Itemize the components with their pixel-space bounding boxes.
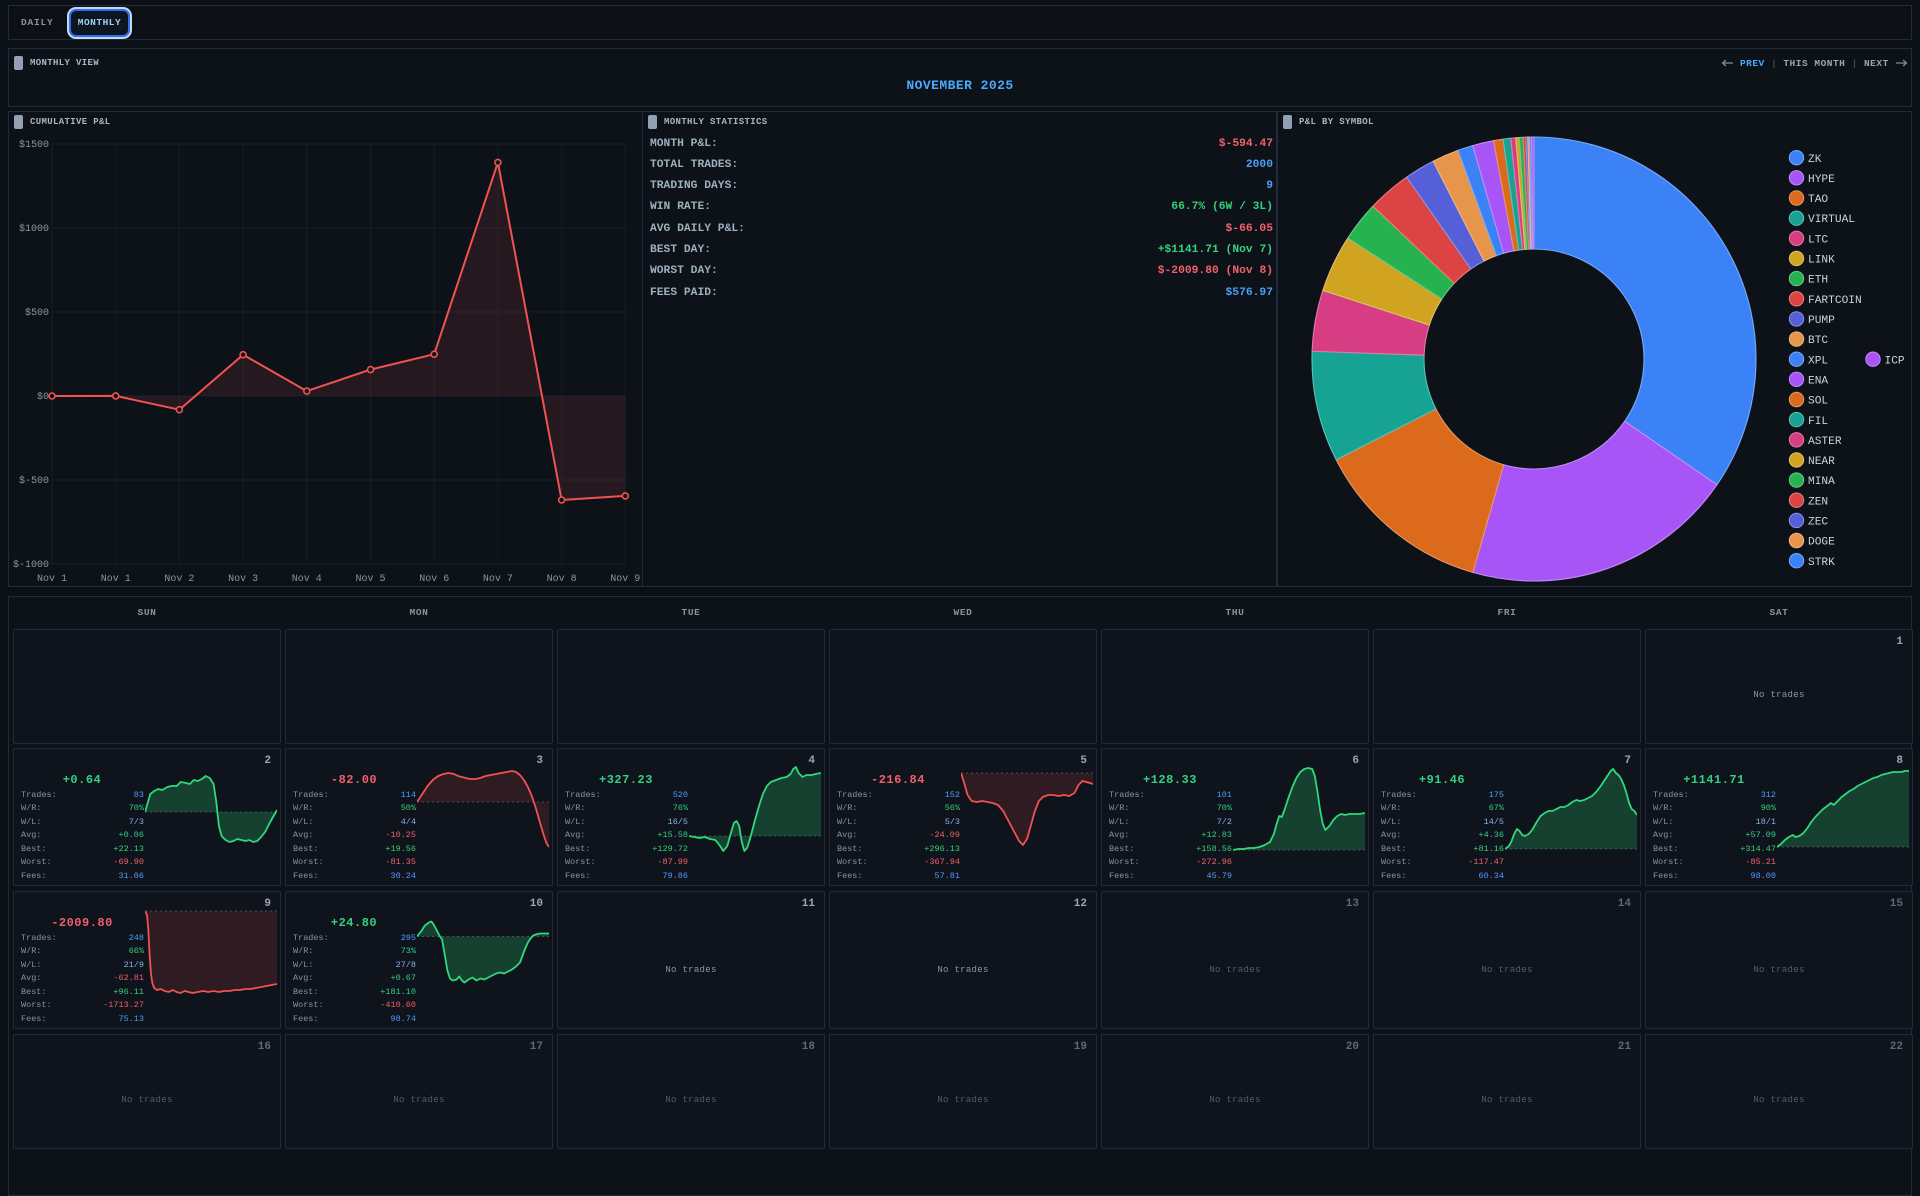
svg-text:LTC: LTC	[1808, 234, 1828, 246]
svg-text:PUMP: PUMP	[1808, 315, 1835, 327]
svg-text:Nov 4: Nov 4	[292, 574, 322, 585]
svg-text:ZK: ZK	[1808, 154, 1822, 166]
svg-text:$-1000: $-1000	[13, 559, 49, 571]
svg-text:LINK: LINK	[1808, 255, 1835, 267]
svg-text:Nov 7: Nov 7	[483, 574, 513, 585]
svg-text:ZEN: ZEN	[1808, 496, 1828, 508]
svg-text:ENA: ENA	[1808, 375, 1828, 387]
svg-text:Nov 5: Nov 5	[355, 574, 385, 585]
svg-text:ZEC: ZEC	[1808, 517, 1828, 529]
svg-text:DOGE: DOGE	[1808, 537, 1835, 549]
svg-text:TAO: TAO	[1808, 194, 1828, 206]
svg-text:MINA: MINA	[1808, 476, 1835, 488]
svg-text:Nov 9: Nov 9	[610, 574, 640, 585]
svg-text:SOL: SOL	[1808, 396, 1828, 408]
svg-text:FIL: FIL	[1808, 416, 1828, 428]
svg-text:VIRTUAL: VIRTUAL	[1808, 214, 1855, 226]
svg-text:$0: $0	[37, 391, 49, 403]
svg-text:FARTCOIN: FARTCOIN	[1808, 295, 1862, 307]
svg-text:Nov 1: Nov 1	[101, 574, 131, 585]
svg-text:Nov 3: Nov 3	[228, 574, 258, 585]
svg-text:ETH: ETH	[1808, 275, 1828, 287]
svg-text:Nov 2: Nov 2	[164, 574, 194, 585]
svg-text:STRK: STRK	[1808, 557, 1835, 569]
svg-text:ICP: ICP	[1885, 355, 1905, 367]
svg-text:BTC: BTC	[1808, 335, 1828, 347]
svg-text:Nov 1: Nov 1	[37, 574, 67, 585]
svg-text:HYPE: HYPE	[1808, 174, 1835, 186]
svg-text:NEAR: NEAR	[1808, 456, 1835, 468]
svg-text:$1500: $1500	[19, 139, 49, 151]
svg-text:$-500: $-500	[19, 475, 49, 487]
svg-text:ASTER: ASTER	[1808, 436, 1842, 448]
svg-text:Nov 8: Nov 8	[547, 574, 577, 585]
svg-text:$1000: $1000	[19, 223, 49, 235]
svg-text:$500: $500	[25, 307, 49, 319]
svg-text:XPL: XPL	[1808, 355, 1828, 367]
svg-text:Nov 6: Nov 6	[419, 574, 449, 585]
